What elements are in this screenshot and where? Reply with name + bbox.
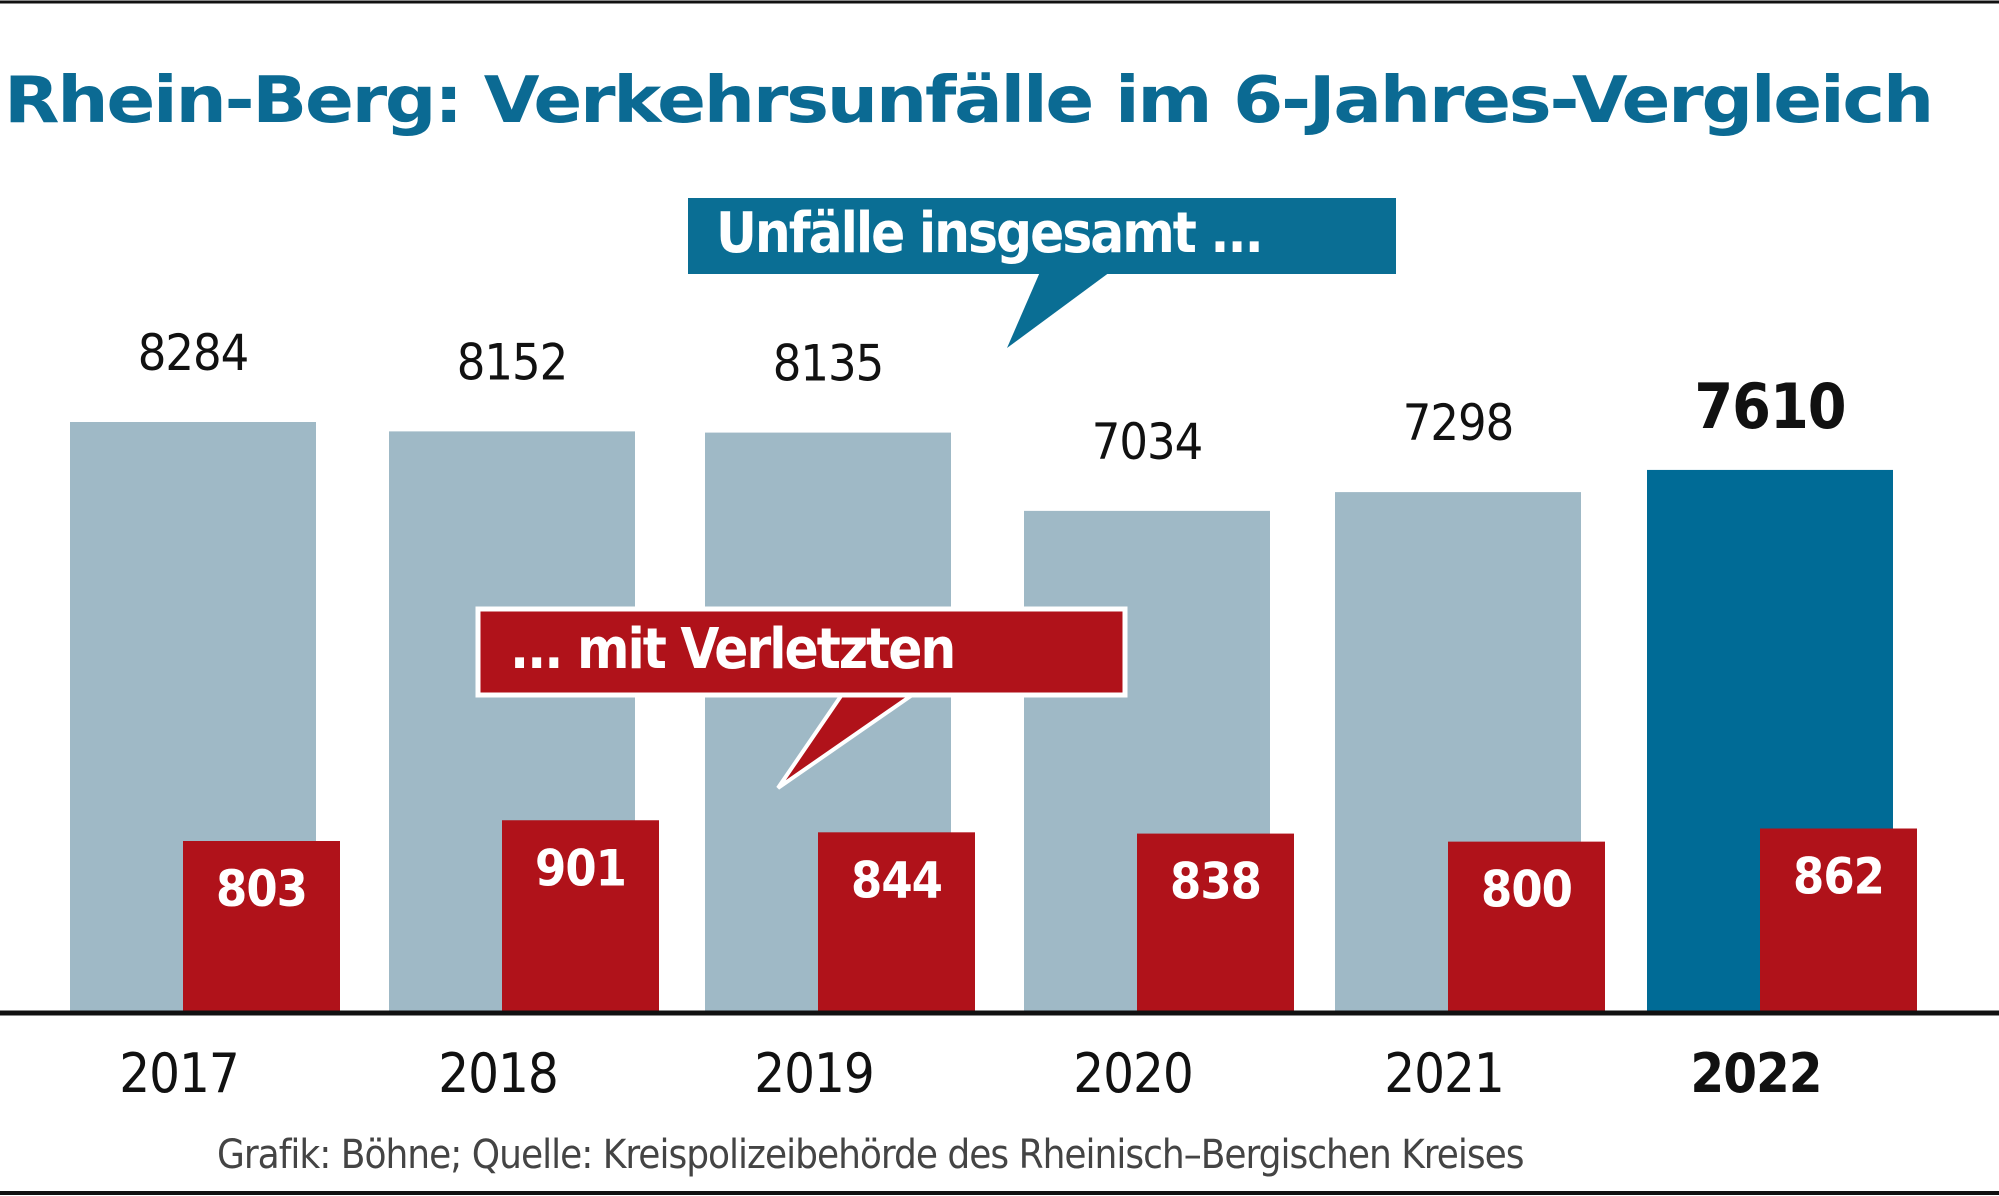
value-label-total-2017: 8284 — [138, 324, 248, 382]
x-tick-label-2021: 2021 — [1384, 1042, 1504, 1105]
value-label-injured-2017: 803 — [216, 860, 307, 918]
bar-injured-2022 — [1760, 828, 1917, 1011]
x-tick-label-2019: 2019 — [754, 1042, 874, 1105]
bar-injured-2020 — [1137, 833, 1294, 1011]
chart-title: Rhein-Berg: Verkehrsunfälle im 6-Jahres-… — [4, 64, 1932, 138]
value-label-total-2020: 7034 — [1092, 413, 1202, 471]
value-label-injured-2021: 800 — [1481, 861, 1572, 919]
value-label-injured-2020: 838 — [1170, 853, 1261, 911]
x-tick-label-2017: 2017 — [119, 1042, 239, 1105]
value-label-total-2019: 8135 — [773, 335, 883, 393]
bar-injured-2019 — [818, 832, 975, 1011]
source-note: Grafik: Böhne; Quelle: Kreispolizeibehör… — [217, 1132, 1524, 1178]
bar-injured-2017 — [183, 841, 340, 1011]
value-label-injured-2019: 844 — [851, 851, 942, 909]
callout-total-pointer — [1007, 272, 1110, 348]
legend-callout-injured: ... mit Verletzten — [475, 606, 1128, 790]
x-tick-label-2022: 2022 — [1690, 1042, 1821, 1105]
x-tick-label-2020: 2020 — [1073, 1042, 1193, 1105]
value-label-total-2018: 8152 — [457, 333, 567, 391]
legend-injured-label: ... mit Verletzten — [510, 617, 954, 682]
bar-injured-2021 — [1448, 841, 1605, 1011]
value-label-injured-2018: 901 — [535, 839, 626, 897]
legend-total-label: Unfälle insgesamt ... — [716, 201, 1262, 266]
value-label-total-2021: 7298 — [1403, 394, 1513, 452]
value-label-injured-2022: 862 — [1793, 848, 1884, 906]
legend-callout-total: Unfälle insgesamt ... — [688, 198, 1396, 348]
callout-total-box — [688, 198, 1396, 274]
callout-injured-box — [475, 606, 1128, 698]
value-label-total-2022: 7610 — [1694, 370, 1845, 443]
bar-injured-2018 — [502, 820, 659, 1011]
x-tick-label-2018: 2018 — [438, 1042, 558, 1105]
bars: 8284 803 2017 8152 901 2018 8135 844 2019 7034 838… — [70, 324, 1917, 1105]
